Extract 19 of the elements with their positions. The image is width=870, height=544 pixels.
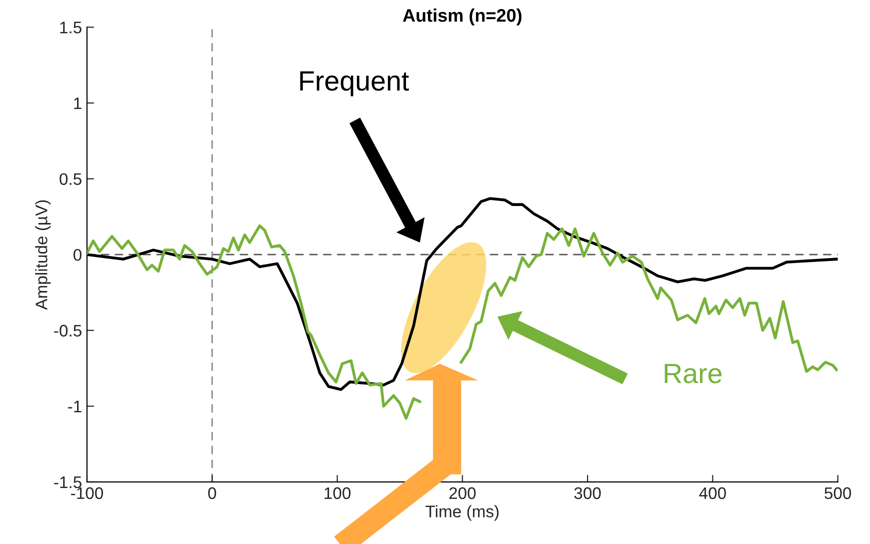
y-tick-label: -1 [68, 400, 82, 412]
x-tick-label: -100 [71, 487, 104, 500]
x-tick-label: 500 [824, 487, 852, 500]
annotation: Frequent [300, 71, 409, 96]
y-tick-label: 0 [74, 248, 82, 261]
x-tick-label: 400 [699, 487, 726, 500]
y-tick-label: -1.5 [54, 476, 82, 488]
y-tick-label: 0.5 [60, 173, 82, 185]
x-tick-label: 100 [324, 487, 351, 500]
y-axis-title: Amplitude (µV) [35, 200, 51, 310]
x-axis-title: Time (ms) [426, 505, 499, 521]
y-tick-label: -0.5 [54, 324, 82, 337]
y-tick-label: 1 [74, 98, 82, 110]
y-tick-label: 1.5 [60, 22, 82, 34]
x-tick-label: 300 [574, 487, 601, 500]
annotation: Rare [664, 364, 722, 384]
chart-title: Autism (n=20) [402, 8, 522, 26]
x-tick-label: 200 [449, 487, 476, 500]
x-tick-label: 0 [208, 487, 216, 500]
